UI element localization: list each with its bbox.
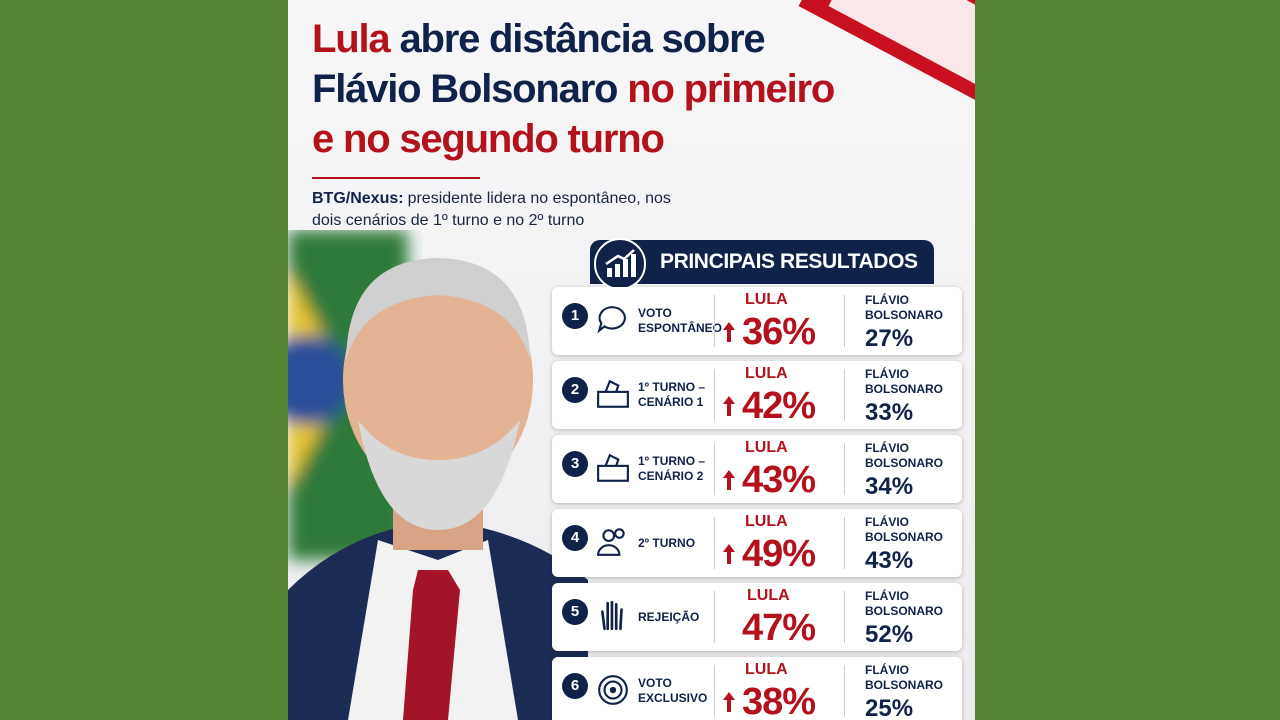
- badge-text: PRINCIPAIS RESULTADOS: [660, 250, 918, 273]
- lula-value: 49%: [742, 533, 816, 575]
- flavio-value: 25%: [865, 695, 914, 720]
- flavio-label: FLÁVIO BOLSONARO: [865, 663, 943, 692]
- up-arrow: [722, 469, 736, 496]
- divider: [844, 295, 845, 347]
- lula-value: 38%: [742, 681, 816, 720]
- row-icon: [596, 525, 630, 564]
- result-row: 2 1º TURNO – CENÁRIO 1 LULA 42% FLÁVIO BOLSO…: [552, 361, 962, 429]
- flavio-value: 33%: [865, 399, 914, 426]
- lula-value: 36%: [742, 311, 816, 353]
- row-icon: [596, 599, 630, 638]
- flavio-label: FLÁVIO BOLSONARO: [865, 293, 943, 322]
- flavio-value: 43%: [865, 547, 914, 574]
- lula-label: LULA: [747, 587, 790, 604]
- title-line: e no segundo turno: [312, 114, 952, 164]
- divider: [844, 591, 845, 643]
- divider: [844, 369, 845, 421]
- row-number: 2: [562, 377, 588, 403]
- result-row: 4 2º TURNO LULA 49% FLÁVIO BOLSONARO 43%: [552, 509, 962, 577]
- result-row: 3 1º TURNO – CENÁRIO 2 LULA 43% FLÁVIO BOLSO…: [552, 435, 962, 503]
- divider: [714, 369, 715, 421]
- result-row: 6 VOTO EXCLUSIVO LULA 38% FLÁVIO BOLSONARO 25…: [552, 657, 962, 720]
- subtitle-lead: BTG/Nexus:: [312, 190, 404, 207]
- title: Lula abre distância sobre Flávio Bolsonaro…: [312, 14, 952, 164]
- subtitle: BTG/Nexus: presidente lidera no espontâne…: [312, 188, 692, 232]
- flavio-value: 34%: [865, 473, 914, 500]
- divider: [714, 443, 715, 495]
- title-segment: abre distância sobre: [399, 17, 765, 61]
- flavio-value: 27%: [865, 325, 914, 352]
- row-label: 1º TURNO – CENÁRIO 1: [638, 380, 706, 409]
- divider: [714, 295, 715, 347]
- row-number: 1: [562, 303, 588, 329]
- up-arrow: [722, 395, 736, 422]
- row-label: REJEIÇÃO: [638, 609, 700, 624]
- up-arrow: [722, 321, 736, 348]
- row-label: 2º TURNO: [638, 535, 696, 550]
- flavio-label: FLÁVIO BOLSONARO: [865, 367, 943, 396]
- lula-label: LULA: [745, 291, 788, 308]
- up-arrow: [722, 543, 736, 570]
- row-icon: [596, 303, 630, 342]
- lula-label: LULA: [745, 661, 788, 678]
- flavio-label: FLÁVIO BOLSONARO: [865, 589, 943, 618]
- row-label: 1º TURNO – CENÁRIO 2: [638, 454, 706, 483]
- lula-value: 42%: [742, 385, 816, 427]
- title-segment: no primeiro: [627, 67, 835, 111]
- badge-icon: [594, 238, 646, 290]
- row-number: 5: [562, 599, 588, 625]
- up-arrow: [722, 691, 736, 718]
- row-label: VOTO EXCLUSIVO: [638, 676, 708, 705]
- title-line: Flávio Bolsonaro no primeiro: [312, 64, 952, 114]
- divider: [844, 665, 845, 717]
- title-segment: Lula: [312, 17, 391, 61]
- title-line: Lula abre distância sobre: [312, 14, 952, 64]
- divider: [714, 665, 715, 717]
- row-icon: [596, 377, 630, 416]
- divider: [844, 443, 845, 495]
- flavio-label: FLÁVIO BOLSONARO: [865, 441, 943, 470]
- row-label: VOTO ESPONTÂNEO: [638, 306, 723, 335]
- flavio-value: 52%: [865, 621, 914, 648]
- row-number: 4: [562, 525, 588, 551]
- infographic: Lula abre distância sobre Flávio Bolsonaro…: [288, 0, 975, 720]
- section-badge: PRINCIPAIS RESULTADOS: [590, 238, 934, 290]
- lula-value: 43%: [742, 459, 816, 501]
- divider: [714, 517, 715, 569]
- row-number: 6: [562, 673, 588, 699]
- divider: [844, 517, 845, 569]
- result-row: 5 REJEIÇÃO LULA 47% FLÁVIO BOLSONARO 52%: [552, 583, 962, 651]
- title-rule: [312, 177, 480, 179]
- row-icon: [596, 451, 630, 490]
- divider: [714, 591, 715, 643]
- portrait: [288, 230, 588, 720]
- row-number: 3: [562, 451, 588, 477]
- flavio-label: FLÁVIO BOLSONARO: [865, 515, 943, 544]
- lula-label: LULA: [745, 513, 788, 530]
- result-row: 1 VOTO ESPONTÂNEO LULA 36% FLÁVIO BOLSONARO 2…: [552, 287, 962, 355]
- title-segment: Flávio Bolsonaro: [312, 67, 618, 111]
- subtitle-text: presidente lidera no espontâneo, nos doi…: [312, 190, 671, 229]
- lula-label: LULA: [745, 365, 788, 382]
- row-icon: [596, 673, 630, 712]
- title-segment: e no segundo turno: [312, 117, 665, 161]
- lula-value: 47%: [742, 607, 816, 649]
- lula-label: LULA: [745, 439, 788, 456]
